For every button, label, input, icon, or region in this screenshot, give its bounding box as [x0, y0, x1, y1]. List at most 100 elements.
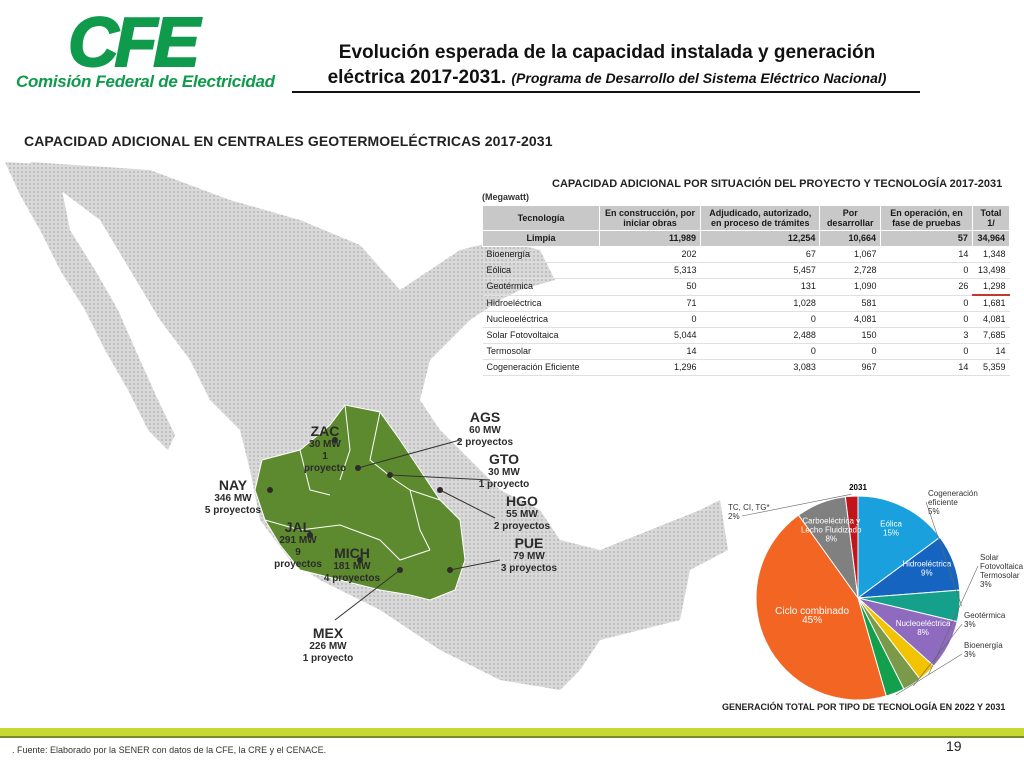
table-cell-value: 14	[880, 359, 973, 376]
table-cell-value: 967	[819, 359, 881, 376]
table-cell-value: 0	[880, 311, 973, 328]
mexico-map	[5, 162, 728, 690]
pie-slice-label: TC, CI, TG* 2%	[728, 503, 770, 521]
table-cell-value: 1,681	[972, 295, 1010, 312]
table-cell-value: 67	[700, 246, 820, 263]
table-cell-value: 1,090	[819, 278, 881, 296]
pie-slice-value: 2%	[728, 512, 740, 521]
title-underline	[292, 91, 920, 93]
pie-slice-value: 9%	[921, 568, 933, 577]
table-cell-value: 4,081	[819, 311, 881, 328]
table-row: Solar Fotovoltaica 5,044 2,488 150 3 7,685	[482, 327, 1010, 344]
pie-slice-label: Cogeneración eficiente 5%	[928, 489, 978, 516]
table-cell-value: 131	[700, 278, 820, 296]
pie-slice-label: Carboeléctrica y Lecho Fluidizado 8%	[801, 517, 862, 544]
pie-leader-line	[895, 653, 963, 696]
table-cell-value: 2,728	[819, 262, 881, 279]
map-geothermal-region	[254, 404, 466, 601]
pie-slice	[755, 514, 887, 701]
table-cell-value: 5,359	[972, 359, 1010, 376]
pie-slice-value: 3%	[980, 580, 992, 589]
table-cell-technology: Bioenergía	[482, 246, 600, 263]
title-subtitle: (Programa de Desarrollo del Sistema Eléc…	[511, 70, 887, 86]
table-cell-value: 1,296	[599, 359, 701, 376]
table-cell-value: 50	[599, 278, 701, 296]
cfe-logo: CFE Comisión Federal de Electricidad	[8, 2, 275, 100]
generation-pie-chart: 2031 Eólica 15% Hidroeléctrica 9% Cogeneraci…	[728, 483, 1024, 701]
col-header-to-develop: Por desarrollar	[819, 205, 881, 231]
col-header-in-operation: En operación, en fase de pruebas	[879, 205, 973, 231]
table-cell-technology: Termosolar	[482, 343, 600, 360]
state-label-mich: MICH 181 MW 4 proyectos	[323, 545, 381, 585]
title-line-1: Evolución esperada de la capacidad insta…	[338, 42, 876, 63]
table-cell-value: 7,685	[972, 327, 1010, 344]
state-label-zac: ZAC 30 MW 1 proyecto	[303, 423, 347, 475]
title-line-2: eléctrica 2017-2031.	[327, 67, 507, 88]
col-header-awarded: Adjudicado, autorizado, en proceso de tr…	[699, 205, 821, 231]
pie-slice-value: 3%	[964, 620, 976, 629]
capacity-table-section: CAPACIDAD ADICIONAL POR SITUACIÓN DEL PR…	[482, 178, 1012, 376]
capacity-table: Tecnología En construcción, por iniciar …	[482, 205, 1011, 376]
table-cell-value: 0	[599, 311, 701, 328]
table-cell-value: 0	[880, 343, 973, 360]
table-cell-technology: Hidroeléctrica	[482, 295, 600, 312]
table-cell-technology: Cogeneración Eficiente	[482, 359, 600, 376]
table-cell-value: 0	[700, 343, 820, 360]
pie-slice-value: 15%	[883, 528, 899, 537]
table-cell-value: 5,044	[599, 327, 701, 344]
pie-slice-label: Ciclo combinado 45%	[775, 606, 849, 626]
state-label-gto: GTO 30 MW 1 proyecto	[478, 451, 530, 491]
table-cell-technology: Geotérmica	[482, 278, 600, 296]
table-cell-value: 1,067	[819, 246, 881, 263]
table-title: CAPACIDAD ADICIONAL POR SITUACIÓN DEL PR…	[552, 178, 1003, 190]
map-heading: CAPACIDAD ADICIONAL EN CENTRALES GEOTERM…	[24, 133, 553, 149]
table-row: Eólica 5,313 5,457 2,728 0 13,498	[482, 262, 1010, 279]
table-unit: (Megawatt)	[482, 192, 529, 202]
table-cell-value: 2,488	[700, 327, 820, 344]
pie-slice-value: 8%	[917, 628, 929, 637]
col-header-total: Total 1/	[971, 205, 1011, 231]
table-cell-value: 14	[972, 343, 1010, 360]
state-label-ags: AGS 60 MW 2 proyectos	[456, 409, 514, 449]
table-cell-value: 0	[819, 343, 881, 360]
table-row: Geotérmica 50 131 1,090 26 1,298	[482, 278, 1010, 296]
col-header-under-construction: En construcción, por iniciar obras	[599, 205, 701, 231]
pie-slice	[844, 495, 859, 599]
table-row: Cogeneración Eficiente 1,296 3,083 967 14 5,3…	[482, 359, 1010, 376]
pie-title: 2031	[849, 483, 867, 492]
table-cell-value: 581	[819, 295, 881, 312]
table-cell-value: 1,348	[972, 246, 1010, 263]
pie-caption: GENERACIÓN TOTAL POR TIPO DE TECNOLOGÍA …	[722, 702, 1006, 712]
table-cell-value: 26	[880, 278, 973, 296]
pie-slice-label: Bioenergía 3%	[964, 641, 1003, 659]
table-cell-value: 1,028	[700, 295, 820, 312]
table-cell-value: 4,081	[972, 311, 1010, 328]
pie-leader-line	[912, 623, 963, 687]
table-cell-value: 0	[880, 295, 973, 312]
table-cell-value: 1,298	[972, 278, 1010, 296]
table-cell-value: 3,083	[700, 359, 820, 376]
table-cell-technology: Nucleoeléctrica	[482, 311, 600, 328]
table-cell-value: 71	[599, 295, 701, 312]
state-label-mex: MEX 226 MW 1 proyecto	[302, 625, 354, 665]
table-cell-value: 14	[599, 343, 701, 360]
pie-slice-value: 45%	[802, 615, 822, 626]
state-label-pue: PUE 79 MW 3 proyectos	[500, 535, 558, 575]
table-cell-value: 0	[700, 311, 820, 328]
table-cell-value: 150	[819, 327, 881, 344]
table-cell-value: 0	[880, 262, 973, 279]
table-row: Termosolar 14 0 0 0 14	[482, 343, 1010, 360]
pie-slice-label: Geotérmica 3%	[964, 611, 1006, 629]
table-cell-value: 13,498	[972, 262, 1010, 279]
page-number: 19	[946, 738, 962, 754]
pie-slice-label: Eólica 15%	[880, 519, 902, 537]
state-label-jal: JAL 291 MW 9 proyectos	[274, 519, 322, 571]
table-row: Nucleoeléctrica 0 0 4,081 0 4,081	[482, 311, 1010, 328]
pie-leader-line	[925, 501, 962, 607]
pie-leader-line	[741, 493, 852, 517]
pie-slice-value: 3%	[964, 650, 976, 659]
table-cell-value: 202	[599, 246, 701, 263]
table-cell-technology: Eólica	[482, 262, 600, 279]
pie-slice-value: 5%	[928, 507, 940, 516]
